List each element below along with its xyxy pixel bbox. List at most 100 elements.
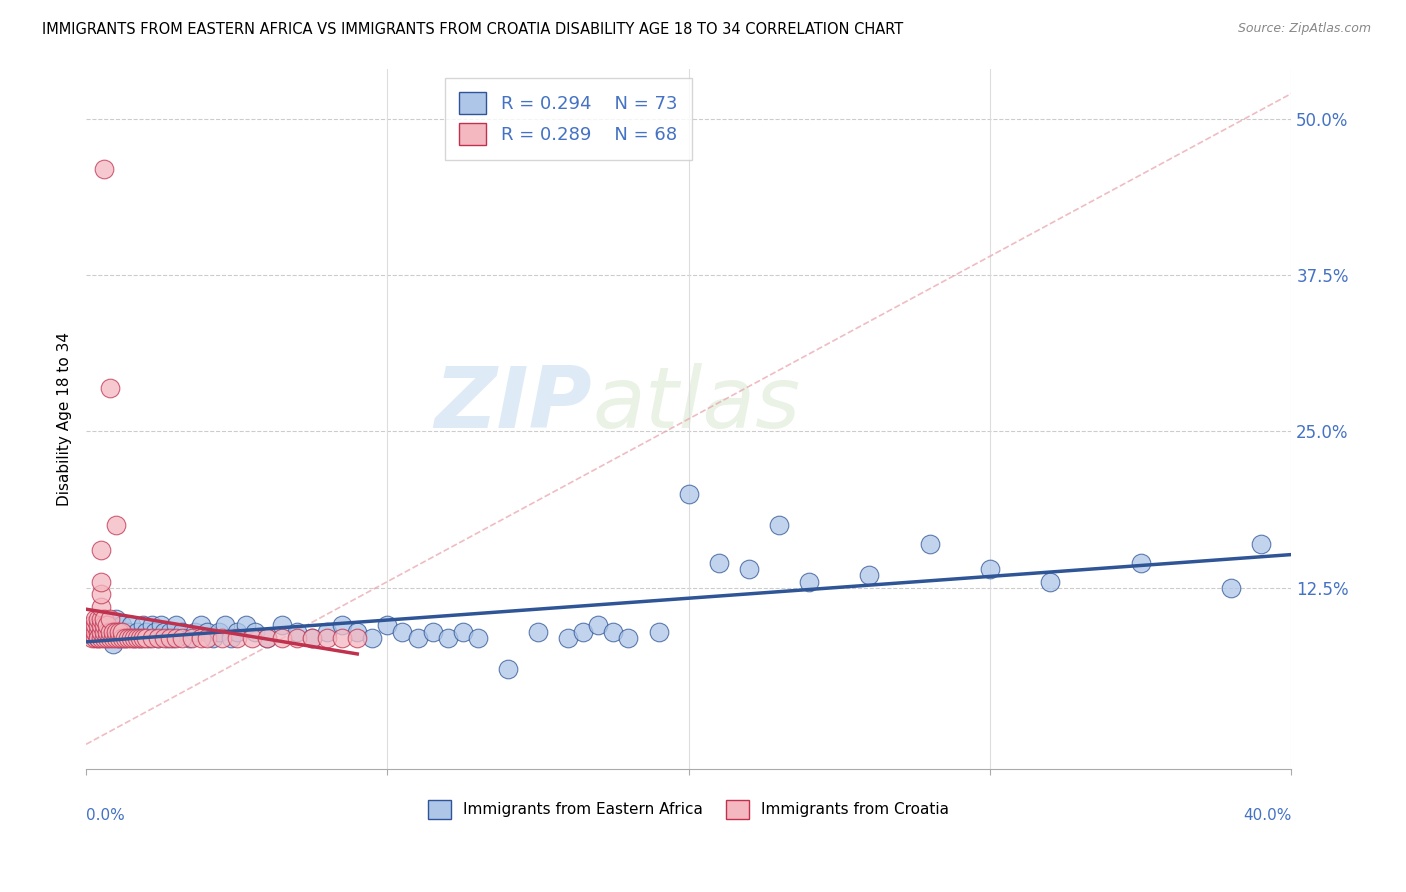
Point bbox=[120, 618, 142, 632]
Point bbox=[617, 631, 640, 645]
Point bbox=[406, 631, 429, 645]
Text: IMMIGRANTS FROM EASTERN AFRICA VS IMMIGRANTS FROM CROATIA DISABILITY AGE 18 TO 3: IMMIGRANTS FROM EASTERN AFRICA VS IMMIGR… bbox=[42, 22, 904, 37]
Point bbox=[93, 612, 115, 626]
Point bbox=[285, 624, 308, 639]
Point bbox=[105, 518, 128, 533]
Point bbox=[436, 631, 458, 645]
Point bbox=[162, 631, 184, 645]
Point bbox=[153, 624, 176, 639]
Point bbox=[156, 631, 179, 645]
Point bbox=[84, 631, 107, 645]
Point bbox=[858, 568, 880, 582]
Point bbox=[117, 624, 139, 639]
Point bbox=[799, 574, 821, 589]
Point bbox=[129, 631, 152, 645]
Point bbox=[330, 631, 353, 645]
Point bbox=[145, 624, 167, 639]
Point bbox=[124, 631, 146, 645]
Point bbox=[346, 624, 368, 639]
Point bbox=[108, 631, 131, 645]
Point bbox=[98, 624, 121, 639]
Point bbox=[201, 631, 224, 645]
Point bbox=[105, 624, 128, 639]
Point bbox=[316, 624, 339, 639]
Y-axis label: Disability Age 18 to 34: Disability Age 18 to 34 bbox=[58, 332, 72, 506]
Point bbox=[159, 624, 181, 639]
Point bbox=[361, 631, 384, 645]
Point bbox=[979, 562, 1001, 576]
Point bbox=[87, 631, 110, 645]
Point bbox=[678, 487, 700, 501]
Point bbox=[124, 631, 146, 645]
Point bbox=[90, 631, 112, 645]
Point bbox=[84, 618, 107, 632]
Text: Source: ZipAtlas.com: Source: ZipAtlas.com bbox=[1237, 22, 1371, 36]
Point bbox=[90, 612, 112, 626]
Point bbox=[111, 631, 134, 645]
Point bbox=[87, 612, 110, 626]
Point bbox=[103, 631, 125, 645]
Point bbox=[82, 618, 104, 632]
Point bbox=[87, 631, 110, 645]
Point bbox=[87, 624, 110, 639]
Point bbox=[208, 624, 231, 639]
Point bbox=[588, 618, 610, 632]
Point bbox=[82, 624, 104, 639]
Point bbox=[82, 631, 104, 645]
Text: 40.0%: 40.0% bbox=[1243, 808, 1291, 822]
Point bbox=[243, 624, 266, 639]
Point bbox=[172, 624, 194, 639]
Point bbox=[98, 381, 121, 395]
Point bbox=[467, 631, 489, 645]
Point bbox=[768, 518, 790, 533]
Point bbox=[84, 624, 107, 639]
Point bbox=[96, 618, 118, 632]
Point bbox=[647, 624, 669, 639]
Point bbox=[96, 624, 118, 639]
Point bbox=[180, 631, 202, 645]
Point bbox=[90, 624, 112, 639]
Point bbox=[84, 612, 107, 626]
Point bbox=[422, 624, 444, 639]
Point bbox=[211, 631, 233, 645]
Point bbox=[190, 618, 212, 632]
Point bbox=[391, 624, 413, 639]
Point bbox=[96, 631, 118, 645]
Point bbox=[114, 631, 136, 645]
Point bbox=[1220, 581, 1243, 595]
Point bbox=[1129, 556, 1152, 570]
Point bbox=[90, 574, 112, 589]
Point bbox=[129, 631, 152, 645]
Point bbox=[214, 618, 236, 632]
Point bbox=[98, 631, 121, 645]
Point bbox=[235, 618, 257, 632]
Point bbox=[166, 618, 188, 632]
Point bbox=[225, 631, 247, 645]
Point bbox=[111, 618, 134, 632]
Point bbox=[93, 618, 115, 632]
Point bbox=[195, 624, 218, 639]
Point bbox=[346, 631, 368, 645]
Point bbox=[316, 631, 339, 645]
Point bbox=[98, 618, 121, 632]
Point bbox=[120, 631, 142, 645]
Text: 0.0%: 0.0% bbox=[86, 808, 125, 822]
Point bbox=[225, 624, 247, 639]
Point bbox=[738, 562, 761, 576]
Point bbox=[256, 631, 278, 645]
Point bbox=[132, 618, 155, 632]
Point bbox=[105, 612, 128, 626]
Point bbox=[90, 618, 112, 632]
Point bbox=[377, 618, 399, 632]
Point bbox=[90, 599, 112, 614]
Point bbox=[148, 631, 170, 645]
Point bbox=[98, 612, 121, 626]
Point bbox=[117, 631, 139, 645]
Point bbox=[496, 662, 519, 676]
Point bbox=[153, 631, 176, 645]
Point bbox=[240, 631, 263, 645]
Point bbox=[93, 624, 115, 639]
Point bbox=[159, 631, 181, 645]
Point bbox=[105, 624, 128, 639]
Point bbox=[90, 587, 112, 601]
